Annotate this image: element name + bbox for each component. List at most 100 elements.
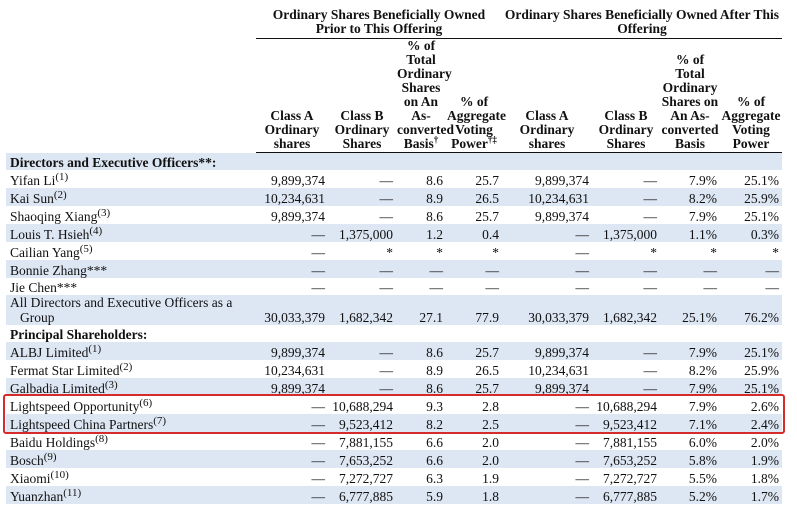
cell: —	[256, 260, 328, 278]
holder-name: Baidu Holdings(8)	[6, 432, 256, 450]
cell: 5.2%	[660, 486, 720, 505]
data-row: Fermat Star Limited(2) 10,234,631 — 8.9 26.5…	[6, 360, 782, 378]
data-row: Yifan Li(1) 9,899,374 — 8.6 25.7 9,899,374 — 7.…	[6, 170, 782, 188]
cell: 8.6	[426, 173, 443, 189]
cell: 8.9	[396, 188, 446, 207]
cell: —	[311, 245, 326, 261]
cell: 9,899,374	[535, 209, 589, 225]
section-row: Principal Shareholders:	[6, 325, 782, 342]
cell: 9,523,412	[328, 414, 396, 433]
cell: —	[328, 188, 396, 207]
cell: 7,881,155	[339, 435, 393, 451]
blank-header	[6, 8, 256, 39]
holder-name: Cailian Yang(5)	[6, 242, 256, 260]
cell: —	[575, 435, 590, 451]
cell: 8.2%	[660, 188, 720, 207]
cell: 2.5	[446, 414, 502, 433]
cell: 10,234,631	[528, 363, 589, 379]
holder-name: Shaoqing Xiang(3)	[6, 206, 256, 224]
holder-name-text: Louis T. Hsieh	[10, 227, 90, 243]
holder-name-text: Jie Chen***	[10, 279, 78, 295]
data-row: Kai Sun(2) 10,234,631—8.9 26.5 10,234,631—8…	[6, 188, 782, 207]
holder-name: Lightspeed Opportunity(6)	[6, 396, 256, 414]
cell: 25.1%	[720, 378, 782, 397]
cell: 25.1%	[660, 294, 720, 325]
data-row: Baidu Holdings(8) — 7,881,155 6.6 2.0 — 7,881,…	[6, 432, 782, 450]
cell: —	[703, 279, 718, 295]
cell: —	[379, 173, 394, 189]
data-row: Lightspeed Opportunity(6) — 10,688,294 9.3 2…	[6, 396, 782, 414]
cell: 7,272,727	[603, 471, 657, 487]
holder-name-text: Lightspeed Opportunity	[10, 399, 140, 415]
holder-name-text: Yifan Li	[10, 173, 56, 189]
holder-name-text: All Directors and Executive Officers as …	[10, 294, 233, 325]
column-header-text: % of Aggregate Voting Power	[721, 94, 781, 151]
holder-name: Kai Sun(2)	[6, 188, 256, 207]
cell: 8.2%	[688, 363, 717, 379]
cell: 5.8%	[660, 450, 720, 469]
column-header-text: % of Aggregate Voting Power	[447, 94, 506, 151]
cell: 6,777,885	[328, 486, 396, 505]
column-header-text: % of Total Ordinary Shares on An As-conv…	[397, 38, 454, 151]
holder-name-text: Galbadia Limited	[10, 381, 105, 397]
holder-name-text: Yuanzhan	[10, 489, 64, 505]
cell: 10,688,294	[596, 399, 657, 415]
cell: 26.5	[446, 188, 502, 207]
cell: —	[311, 399, 326, 415]
cell: 0.4	[446, 224, 502, 243]
cell: *	[386, 245, 393, 261]
cell: —	[328, 342, 396, 361]
cell: 10,234,631	[502, 188, 592, 207]
cell: —	[502, 486, 592, 505]
cell: 5.5%	[688, 471, 717, 487]
group-header: Ordinary Shares Beneficially Owned Prior…	[256, 8, 502, 39]
cell: 77.9	[446, 294, 502, 325]
cell: 25.7	[475, 209, 499, 225]
cell: —	[592, 260, 660, 278]
cell: 1.9%	[720, 450, 782, 469]
data-row: Bonnie Zhang*** — — — — — — — —	[6, 260, 782, 278]
holder-note: (7)	[153, 415, 167, 428]
column-header-text: Class A Ordinary shares	[264, 108, 320, 151]
cell: —	[328, 378, 396, 397]
cell: —	[379, 279, 394, 295]
cell: 7.9%	[688, 209, 717, 225]
column-header-note: †	[433, 134, 439, 145]
data-row: Xiaomi(10) — 7,272,727 6.3 1.9 — 7,272,727 5.5%…	[6, 468, 782, 486]
holder-name-text: ALBJ Limited	[10, 345, 89, 361]
cell: —	[379, 363, 394, 379]
cell: 27.1	[396, 294, 446, 325]
cell: 2.4%	[720, 414, 782, 433]
column-header-text: Class B Ordinary Shares	[334, 108, 390, 151]
cell: 7,653,252	[328, 450, 396, 469]
cell: 1,682,342	[328, 294, 396, 325]
cell: 9.3	[426, 399, 443, 415]
cell: 2.0	[482, 435, 499, 451]
cell: —	[575, 399, 590, 415]
holder-name: Yuanzhan(11)	[6, 486, 256, 505]
holder-note: (10)	[50, 469, 69, 482]
cell: 25.7	[446, 378, 502, 397]
column-header: % of Aggregate Voting Power	[720, 38, 782, 153]
cell: —	[256, 224, 328, 243]
cell: 7.1%	[660, 414, 720, 433]
column-header: Class A Ordinary shares	[502, 38, 592, 153]
blank-header	[6, 39, 256, 153]
cell: —	[485, 279, 500, 295]
cell: 30,033,379	[502, 294, 592, 325]
cell: —	[379, 209, 394, 225]
cell: 26.5	[475, 363, 499, 379]
cell: *	[650, 245, 657, 261]
cell: 6.6	[396, 450, 446, 469]
cell: 25.1%	[744, 209, 779, 225]
data-row: ALBJ Limited(1) 9,899,374—8.6 25.7 9,899,37…	[6, 342, 782, 361]
cell: 9,899,374	[502, 378, 592, 397]
holder-name: Jie Chen***	[6, 278, 256, 295]
holder-name-text: Kai Sun	[10, 191, 54, 207]
cell: 6.6	[426, 435, 443, 451]
cell: 5.9	[396, 486, 446, 505]
cell: —	[643, 173, 658, 189]
cell: 9,899,374	[502, 342, 592, 361]
cell: 0.3%	[720, 224, 782, 243]
holder-name-text: Xiaomi	[10, 471, 51, 487]
